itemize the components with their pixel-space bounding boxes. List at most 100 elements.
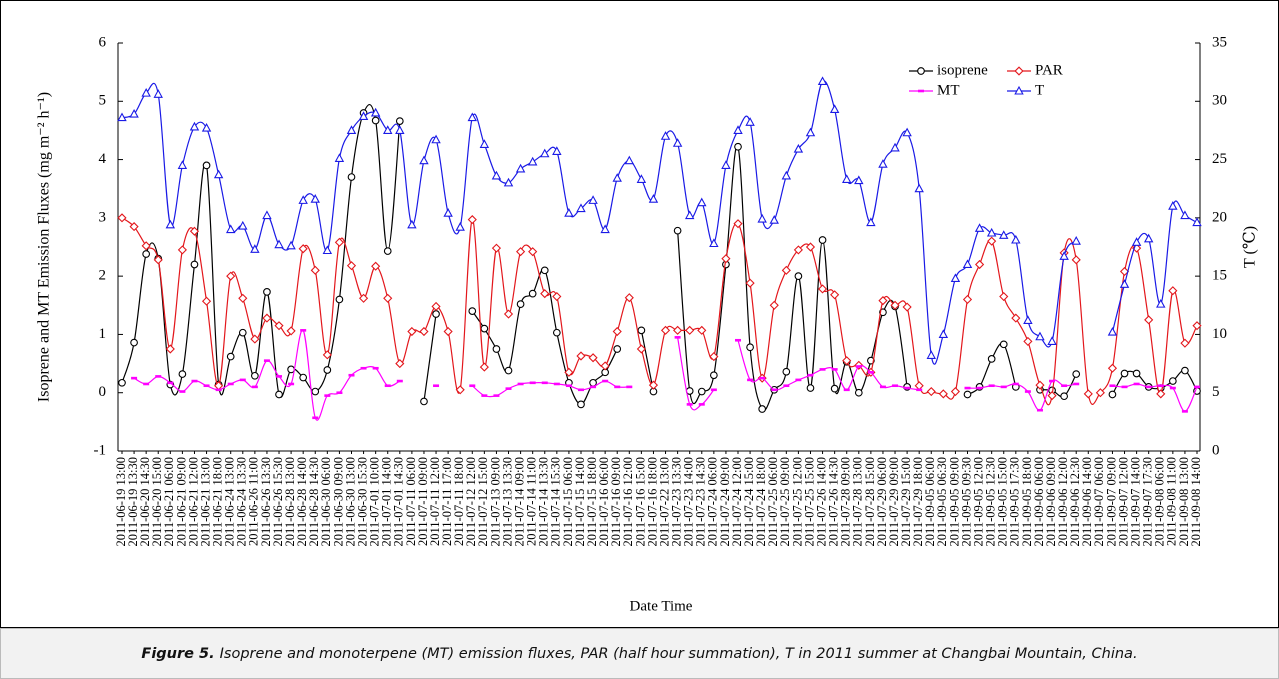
- data-point: [806, 384, 815, 392]
- data-point: [263, 288, 271, 296]
- y-tick-label: 1: [99, 326, 107, 342]
- data-point: [468, 307, 477, 315]
- data-point: [817, 76, 828, 86]
- data-point: [866, 217, 876, 227]
- series-line: [133, 329, 1198, 421]
- x-tick-label: 2011-07-12 15:00: [476, 457, 490, 546]
- data-point: [600, 224, 610, 234]
- y2-tick-label: 5: [1212, 384, 1220, 400]
- data-point: [660, 131, 671, 140]
- x-tick-label: 2011-07-28 13:00: [851, 457, 865, 546]
- data-point: [346, 261, 357, 271]
- data-point: [1168, 201, 1178, 210]
- data-point: [1071, 236, 1081, 245]
- data-point: [626, 385, 633, 389]
- data-point: [1192, 217, 1202, 227]
- data-point: [360, 366, 367, 370]
- x-tick-label: 2011-09-08 11:00: [1165, 457, 1179, 546]
- x-tick-label: 2011-07-23 13:30: [669, 457, 683, 546]
- data-point: [636, 344, 646, 354]
- data-point: [564, 208, 574, 217]
- data-point: [322, 245, 333, 255]
- data-point: [129, 108, 139, 118]
- data-point: [842, 356, 852, 366]
- data-point: [734, 142, 742, 151]
- x-tick-label: 2011-06-30 13:00: [343, 457, 357, 546]
- data-point: [986, 227, 997, 237]
- data-point: [709, 351, 719, 362]
- data-point: [830, 384, 839, 393]
- data-point: [528, 247, 538, 257]
- data-point: [793, 245, 803, 255]
- data-point: [721, 254, 731, 264]
- data-point: [469, 384, 476, 388]
- data-point: [215, 388, 222, 392]
- data-point: [1109, 384, 1116, 388]
- x-tick-label: 2011-06-19 13:00: [114, 457, 128, 546]
- x-tick-label: 2011-09-07 12:00: [1116, 457, 1130, 546]
- data-point: [1144, 315, 1154, 325]
- data-point: [503, 309, 514, 319]
- data-point: [203, 384, 210, 388]
- data-point: [553, 382, 560, 386]
- x-tick-label: 2011-07-28 09:00: [839, 457, 853, 546]
- data-point: [1132, 369, 1141, 378]
- data-point: [1133, 382, 1140, 386]
- x-tick-label: 2011-07-11 18:00: [452, 457, 466, 546]
- data-point: [769, 300, 779, 310]
- data-point: [239, 378, 246, 382]
- data-point: [829, 104, 840, 113]
- x-tick-label: 2011-07-11 17:00: [440, 457, 454, 546]
- x-tick-label: 2011-09-05 15:00: [996, 457, 1010, 546]
- data-point: [167, 381, 174, 385]
- x-tick-label: 2011-07-29 09:00: [887, 457, 901, 546]
- data-point: [347, 173, 356, 181]
- data-point: [358, 293, 369, 303]
- data-point: [926, 386, 936, 397]
- data-point: [517, 382, 524, 386]
- data-point: [674, 336, 681, 339]
- data-point: [759, 376, 766, 380]
- data-point: [987, 355, 996, 363]
- data-point: [624, 155, 635, 165]
- data-point: [286, 326, 296, 336]
- data-point: [262, 210, 272, 220]
- caption-label: Figure 5.: [141, 645, 215, 662]
- data-point: [1047, 336, 1057, 345]
- data-point: [1024, 390, 1031, 393]
- y2-tick-label: 30: [1212, 93, 1227, 109]
- data-point: [310, 265, 320, 275]
- data-point: [805, 127, 816, 137]
- data-point: [962, 259, 973, 269]
- data-point: [336, 391, 343, 395]
- y2-tick-label: 20: [1212, 209, 1227, 225]
- data-point: [1012, 382, 1019, 386]
- data-point: [841, 174, 852, 183]
- data-point: [407, 326, 417, 337]
- data-point: [407, 219, 417, 229]
- x-tick-label: 2011-07-25 15:00: [802, 457, 816, 546]
- data-point: [1107, 326, 1118, 336]
- x-tick-label: 2011-07-29 06:00: [875, 457, 889, 546]
- data-point: [1180, 210, 1190, 220]
- data-point: [793, 143, 804, 153]
- x-tick-label: 2011-09-05 09:30: [959, 457, 973, 546]
- data-point: [999, 230, 1009, 239]
- x-tick-label: 2011-07-23 14:00: [682, 457, 696, 546]
- data-point: [143, 382, 150, 386]
- data-point: [213, 169, 224, 179]
- data-point: [552, 291, 562, 302]
- data-point: [733, 125, 743, 134]
- x-tick-label: 2011-09-07 06:00: [1092, 457, 1106, 546]
- data-point: [383, 125, 393, 134]
- data-point: [433, 384, 440, 388]
- data-point: [878, 296, 888, 306]
- data-point: [745, 278, 755, 288]
- x-tick-label: 2011-07-24 06:00: [706, 457, 720, 546]
- data-point: [395, 125, 405, 134]
- data-point: [1145, 385, 1152, 389]
- data-point: [1157, 384, 1164, 388]
- legend-label: T: [1035, 82, 1044, 98]
- x-tick-label: 2011-06-21 13:00: [198, 457, 212, 546]
- data-point: [879, 385, 886, 389]
